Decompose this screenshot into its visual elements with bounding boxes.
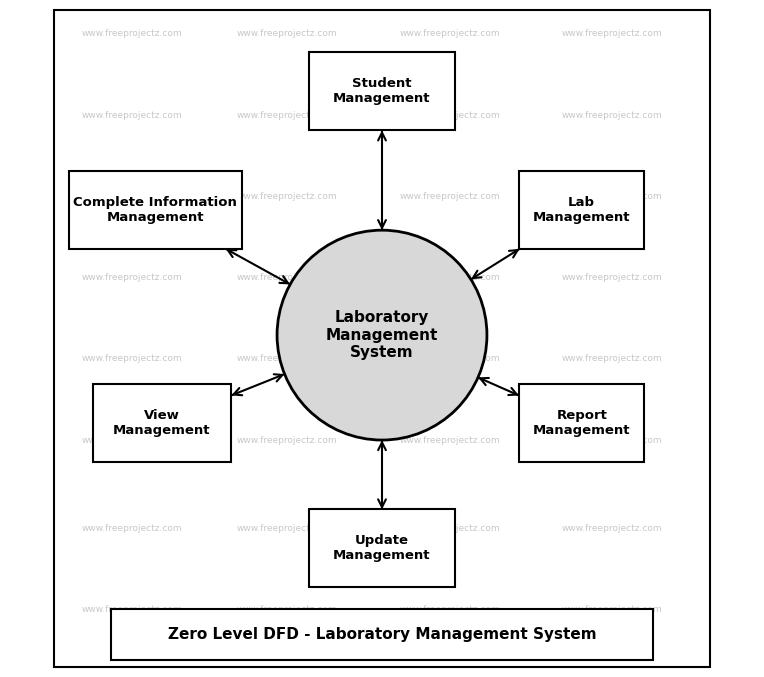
Text: Zero Level DFD - Laboratory Management System: Zero Level DFD - Laboratory Management S…: [167, 627, 597, 642]
Text: www.freeprojectz.com: www.freeprojectz.com: [237, 192, 338, 201]
Text: www.freeprojectz.com: www.freeprojectz.com: [400, 523, 500, 533]
Text: www.freeprojectz.com: www.freeprojectz.com: [237, 435, 338, 445]
Text: Student
Management: Student Management: [333, 77, 431, 106]
Text: www.freeprojectz.com: www.freeprojectz.com: [81, 192, 182, 201]
Text: www.freeprojectz.com: www.freeprojectz.com: [400, 192, 500, 201]
Text: Lab
Management: Lab Management: [533, 196, 630, 224]
Text: www.freeprojectz.com: www.freeprojectz.com: [81, 29, 182, 39]
Text: www.freeprojectz.com: www.freeprojectz.com: [400, 605, 500, 614]
Text: www.freeprojectz.com: www.freeprojectz.com: [400, 110, 500, 120]
Text: www.freeprojectz.com: www.freeprojectz.com: [237, 354, 338, 364]
Text: View
Management: View Management: [113, 409, 211, 437]
Text: www.freeprojectz.com: www.freeprojectz.com: [400, 273, 500, 282]
Text: www.freeprojectz.com: www.freeprojectz.com: [562, 110, 662, 120]
Text: www.freeprojectz.com: www.freeprojectz.com: [562, 605, 662, 614]
Text: www.freeprojectz.com: www.freeprojectz.com: [237, 273, 338, 282]
Bar: [309, 52, 455, 130]
Text: Laboratory
Management
System: Laboratory Management System: [325, 310, 439, 360]
Text: www.freeprojectz.com: www.freeprojectz.com: [81, 435, 182, 445]
Text: www.freeprojectz.com: www.freeprojectz.com: [400, 354, 500, 364]
Text: www.freeprojectz.com: www.freeprojectz.com: [562, 523, 662, 533]
Text: www.freeprojectz.com: www.freeprojectz.com: [562, 192, 662, 201]
Bar: [309, 509, 455, 587]
Text: www.freeprojectz.com: www.freeprojectz.com: [237, 110, 338, 120]
Text: www.freeprojectz.com: www.freeprojectz.com: [562, 354, 662, 364]
Text: www.freeprojectz.com: www.freeprojectz.com: [81, 273, 182, 282]
Text: www.freeprojectz.com: www.freeprojectz.com: [562, 273, 662, 282]
Text: www.freeprojectz.com: www.freeprojectz.com: [81, 110, 182, 120]
Text: www.freeprojectz.com: www.freeprojectz.com: [81, 354, 182, 364]
Text: www.freeprojectz.com: www.freeprojectz.com: [237, 29, 338, 39]
Text: www.freeprojectz.com: www.freeprojectz.com: [237, 523, 338, 533]
Text: www.freeprojectz.com: www.freeprojectz.com: [562, 435, 662, 445]
Text: www.freeprojectz.com: www.freeprojectz.com: [400, 29, 500, 39]
Bar: [112, 609, 652, 660]
Bar: [519, 384, 644, 462]
Circle shape: [277, 230, 487, 440]
Bar: [519, 171, 644, 248]
Text: www.freeprojectz.com: www.freeprojectz.com: [400, 435, 500, 445]
Text: www.freeprojectz.com: www.freeprojectz.com: [237, 605, 338, 614]
Text: www.freeprojectz.com: www.freeprojectz.com: [81, 605, 182, 614]
Bar: [69, 171, 241, 248]
Text: Complete Information
Management: Complete Information Management: [73, 196, 237, 224]
Text: Update
Management: Update Management: [333, 534, 431, 563]
Bar: [92, 384, 231, 462]
Text: Report
Management: Report Management: [533, 409, 630, 437]
Text: www.freeprojectz.com: www.freeprojectz.com: [562, 29, 662, 39]
Text: www.freeprojectz.com: www.freeprojectz.com: [81, 523, 182, 533]
